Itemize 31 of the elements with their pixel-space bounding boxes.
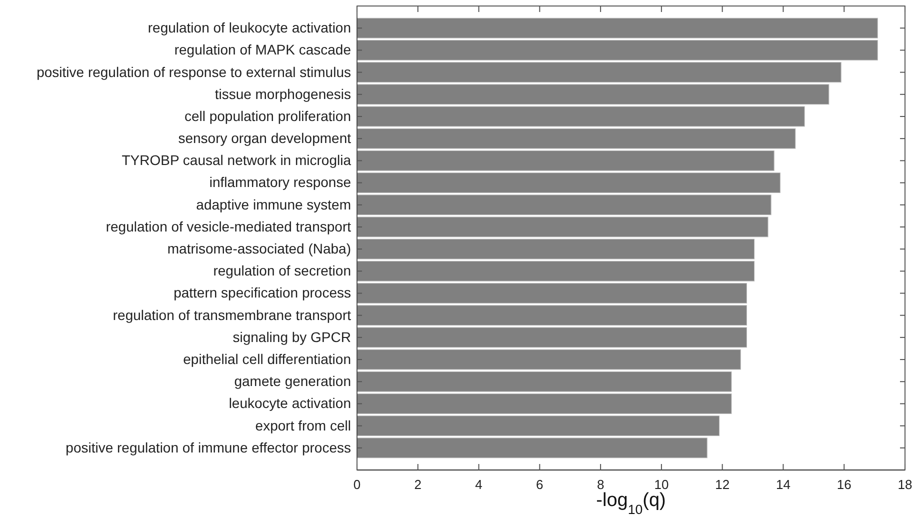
- y-tick-label: gamete generation: [234, 373, 351, 390]
- x-tick-label: 0: [353, 477, 361, 492]
- y-tick-label: epithelial cell differentiation: [183, 351, 351, 368]
- y-tick-label: adaptive immune system: [196, 196, 351, 212]
- x-tick-label: 12: [715, 477, 730, 492]
- y-tick-label: sensory organ development: [178, 130, 352, 146]
- x-tick-label: 2: [414, 477, 422, 492]
- y-tick-label: positive regulation of immune effector process: [66, 439, 351, 456]
- x-tick-label: 16: [836, 477, 852, 492]
- y-tick-label: regulation of MAPK cascade: [174, 42, 352, 58]
- y-tick-label: positive regulation of response to external stimulus: [36, 64, 351, 80]
- y-tick-label: export from cell: [255, 417, 351, 434]
- y-tick-label: matrisome-associated (Naba): [167, 240, 351, 257]
- x-tick-label: 6: [536, 477, 544, 492]
- x-tick-label: 14: [776, 477, 790, 492]
- y-tick-label: regulation of secretion: [213, 262, 351, 279]
- y-tick-label: leukocyte activation: [228, 395, 351, 412]
- y-tick-label: cell population proliferation: [184, 108, 351, 124]
- x-tick-label: 8: [596, 477, 604, 492]
- y-tick-label: inflammatory response: [209, 174, 352, 190]
- x-tick-label: 4: [475, 477, 482, 492]
- y-tick-label: signaling by GPCR: [232, 328, 351, 345]
- x-tick-label: 10: [654, 477, 669, 492]
- y-tick-label: tissue morphogenesis: [214, 86, 351, 102]
- y-tick-label: TYROBP causal network in microglia: [122, 152, 352, 168]
- y-tick-label: regulation of leukocyte activation: [148, 20, 351, 36]
- x-axis-title: -log$_{10}$(q): [596, 490, 666, 516]
- y-tick-label: regulation of vesicle-mediated transport: [106, 218, 352, 234]
- y-tick-label: pattern specification process: [174, 284, 351, 301]
- x-tick-label: 18: [898, 477, 912, 492]
- y-tick-label: regulation of transmembrane transport: [112, 306, 352, 323]
